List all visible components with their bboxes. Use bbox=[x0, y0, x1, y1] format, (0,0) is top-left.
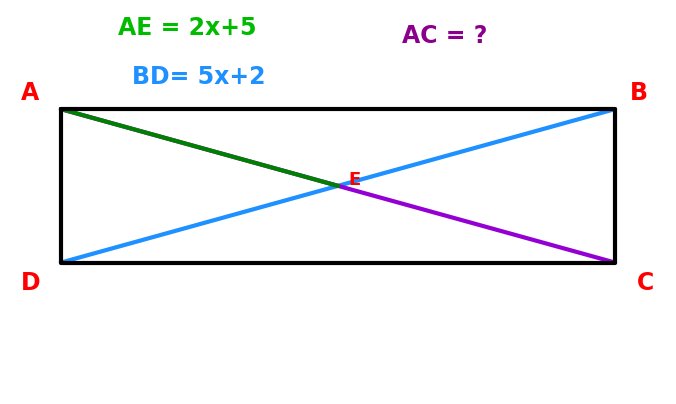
Text: D: D bbox=[20, 271, 41, 295]
Text: C: C bbox=[637, 271, 654, 295]
Text: BD= 5x+2: BD= 5x+2 bbox=[132, 65, 265, 89]
Text: A: A bbox=[22, 81, 39, 105]
Text: AC = ?: AC = ? bbox=[402, 24, 487, 48]
Text: E: E bbox=[348, 171, 360, 189]
Text: B: B bbox=[630, 81, 648, 105]
Text: AE = 2x+5: AE = 2x+5 bbox=[118, 16, 257, 40]
